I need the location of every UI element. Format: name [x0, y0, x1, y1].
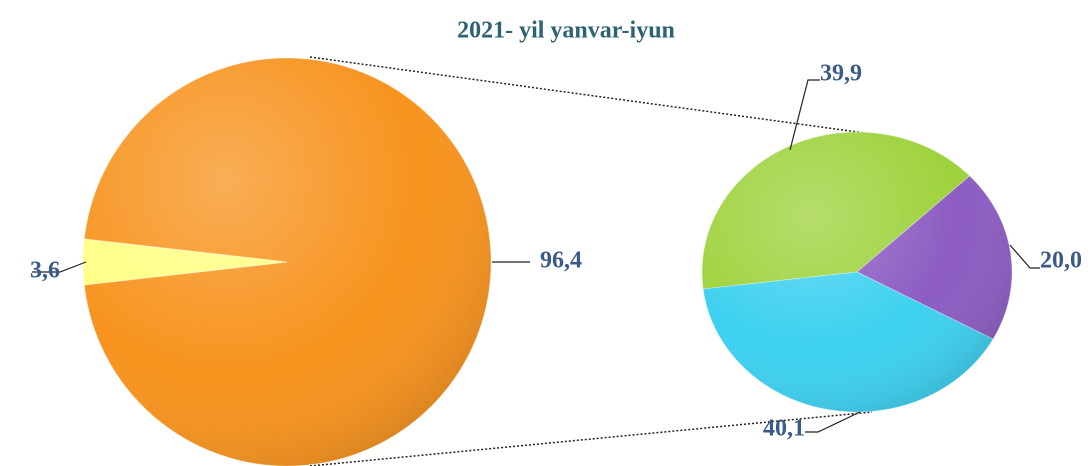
leader-line — [1009, 244, 1040, 269]
pie-shine — [702, 132, 1012, 412]
data-label: 20,0 — [1040, 248, 1082, 274]
data-label: 40,1 — [763, 416, 805, 442]
pie-shine — [83, 58, 491, 466]
connector — [309, 56, 873, 135]
leader-line — [805, 411, 861, 433]
chart-title: 2021- yil yanvar-iyun — [457, 18, 675, 44]
leader-line — [32, 261, 87, 273]
data-label: 39,9 — [820, 61, 862, 87]
leader-line — [789, 79, 820, 151]
data-label: 3,6 — [30, 258, 60, 284]
data-label: 96,4 — [540, 248, 582, 274]
